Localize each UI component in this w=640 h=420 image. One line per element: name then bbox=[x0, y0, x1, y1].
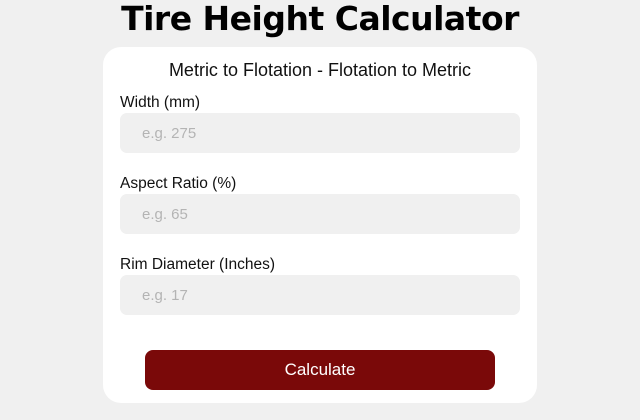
aspect-ratio-label: Aspect Ratio (%) bbox=[120, 175, 237, 192]
width-label: Width (mm) bbox=[120, 94, 201, 111]
rim-diameter-label: Rim Diameter (Inches) bbox=[120, 256, 276, 273]
page-title: Tire Height Calculator bbox=[121, 0, 519, 38]
width-input[interactable] bbox=[120, 113, 520, 153]
aspect-ratio-input[interactable] bbox=[120, 194, 520, 234]
calculate-button[interactable]: Calculate bbox=[145, 350, 495, 390]
form-subtitle: Metric to Flotation - Flotation to Metri… bbox=[168, 60, 472, 80]
rim-diameter-input[interactable] bbox=[120, 275, 520, 315]
calculator-card: Metric to Flotation - Flotation to Metri… bbox=[103, 47, 537, 403]
